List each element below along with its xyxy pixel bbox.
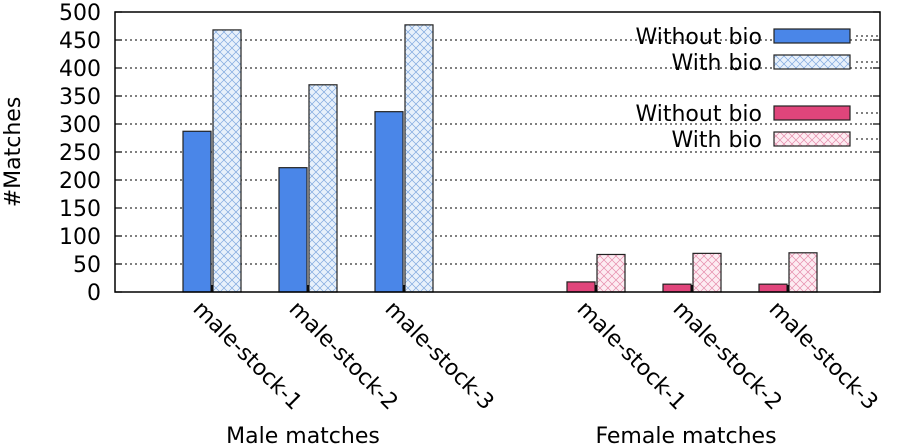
y-tick-label: 50 bbox=[73, 253, 101, 278]
bar-with-bio bbox=[692, 252, 722, 293]
bar-with-bio bbox=[308, 84, 338, 293]
legend-label: Without bio bbox=[635, 102, 762, 127]
y-tick-label: 100 bbox=[59, 225, 101, 250]
y-tick-label: 400 bbox=[59, 57, 101, 82]
legend-swatch bbox=[773, 131, 851, 147]
y-tick-label: 250 bbox=[59, 141, 101, 166]
group-label: Female matches bbox=[595, 424, 776, 448]
y-tick-label: 300 bbox=[59, 113, 101, 138]
y-axis-ticks: 0 50 100 150 200 250 300 350 400 450 500 bbox=[59, 1, 880, 306]
legend-swatch bbox=[773, 54, 851, 70]
y-tick-label: 200 bbox=[59, 169, 101, 194]
legend-label: With bio bbox=[672, 51, 762, 76]
bar-without-bio bbox=[374, 111, 404, 293]
legend-label: With bio bbox=[672, 128, 762, 153]
bar-with-bio bbox=[404, 24, 434, 293]
bar-with-bio bbox=[212, 29, 242, 293]
legend-swatch bbox=[773, 105, 851, 121]
bar-with-bio bbox=[788, 252, 818, 293]
bar-without-bio bbox=[278, 167, 308, 293]
bar-with-bio bbox=[596, 253, 626, 293]
group-label: Male matches bbox=[226, 424, 380, 448]
y-tick-label: 450 bbox=[59, 29, 101, 54]
y-axis-label: #Matches bbox=[1, 97, 26, 208]
y-tick-label: 350 bbox=[59, 85, 101, 110]
bar-without-bio bbox=[758, 283, 788, 293]
bar-without-bio bbox=[182, 130, 212, 293]
legend-swatch bbox=[773, 28, 851, 44]
legend-label: Without bio bbox=[635, 25, 762, 50]
x-axis-ticks: male-stock-1male-stock-2male-stock-3Male… bbox=[188, 285, 882, 448]
bar-without-bio bbox=[566, 281, 596, 293]
bar-without-bio bbox=[662, 283, 692, 293]
y-tick-label: 150 bbox=[59, 197, 101, 222]
bars bbox=[182, 24, 818, 293]
y-tick-label: 0 bbox=[87, 281, 101, 306]
y-tick-label: 500 bbox=[59, 1, 101, 26]
